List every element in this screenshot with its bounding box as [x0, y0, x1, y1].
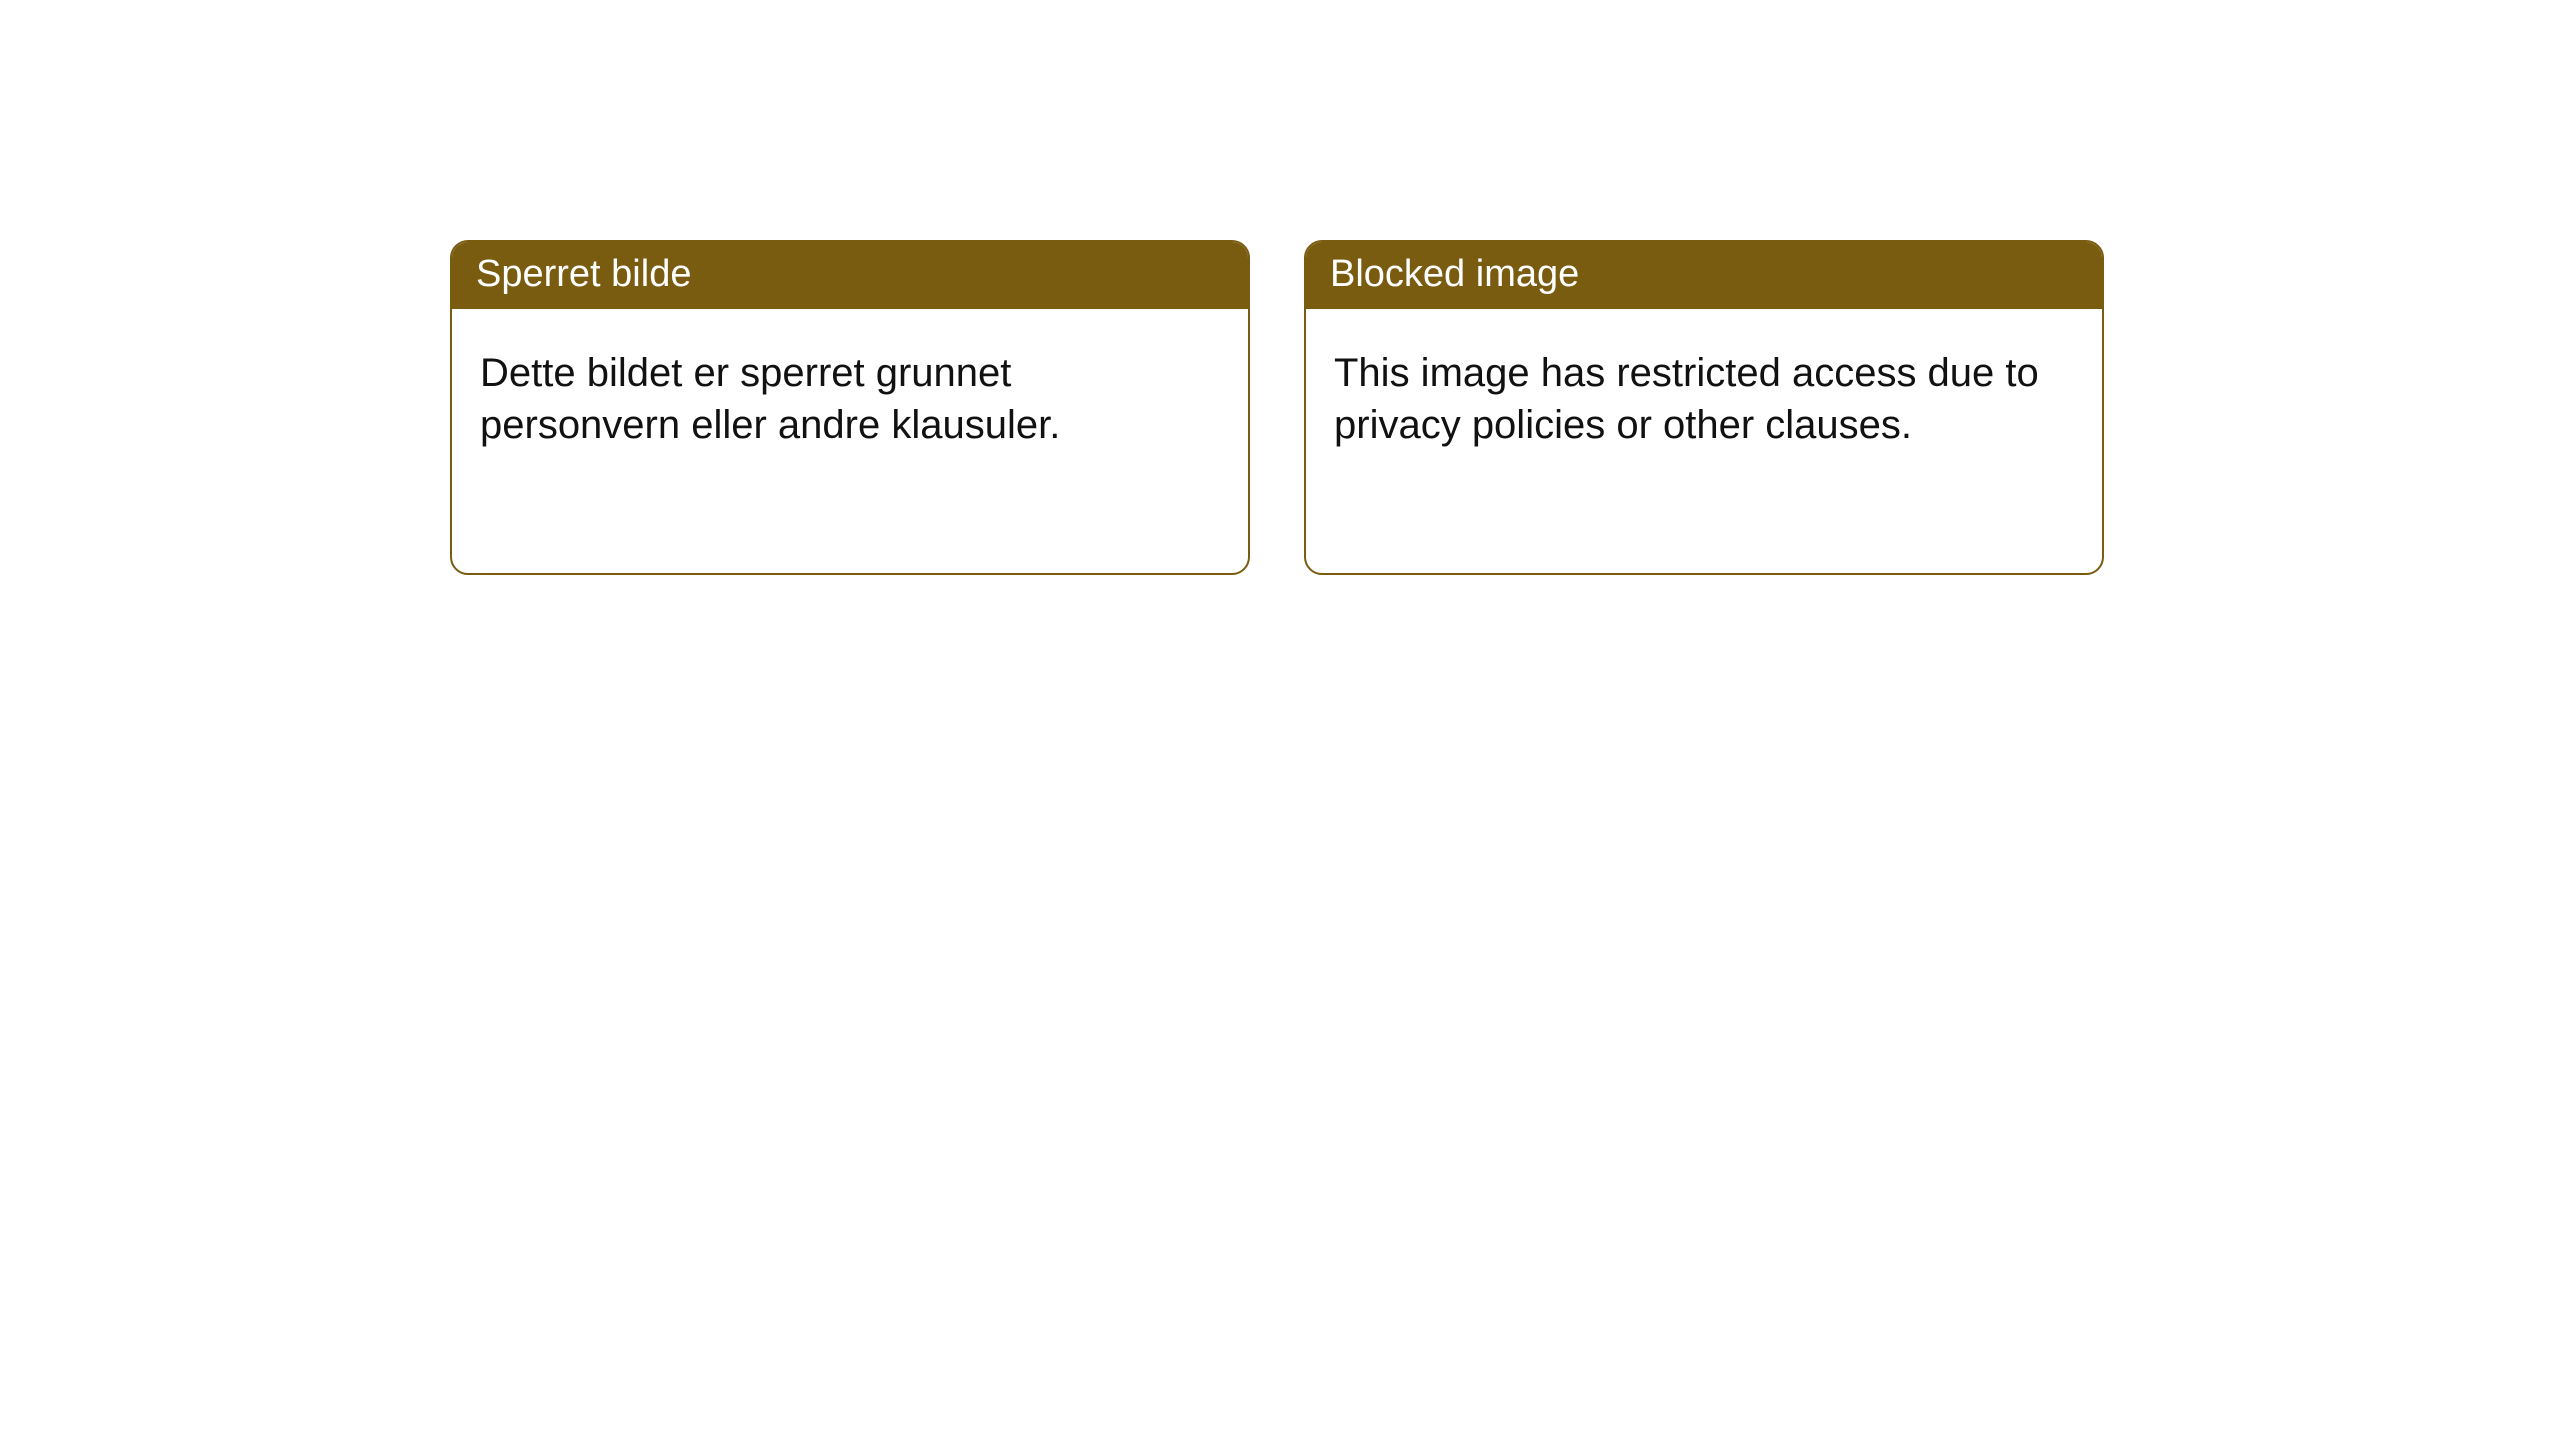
blocked-image-card-no: Sperret bilde Dette bildet er sperret gr… [450, 240, 1250, 575]
card-body-no: Dette bildet er sperret grunnet personve… [452, 309, 1248, 479]
blocked-image-card-en: Blocked image This image has restricted … [1304, 240, 2104, 575]
card-header-no: Sperret bilde [452, 242, 1248, 309]
notice-container: Sperret bilde Dette bildet er sperret gr… [0, 0, 2560, 575]
card-header-en: Blocked image [1306, 242, 2102, 309]
card-body-en: This image has restricted access due to … [1306, 309, 2102, 479]
